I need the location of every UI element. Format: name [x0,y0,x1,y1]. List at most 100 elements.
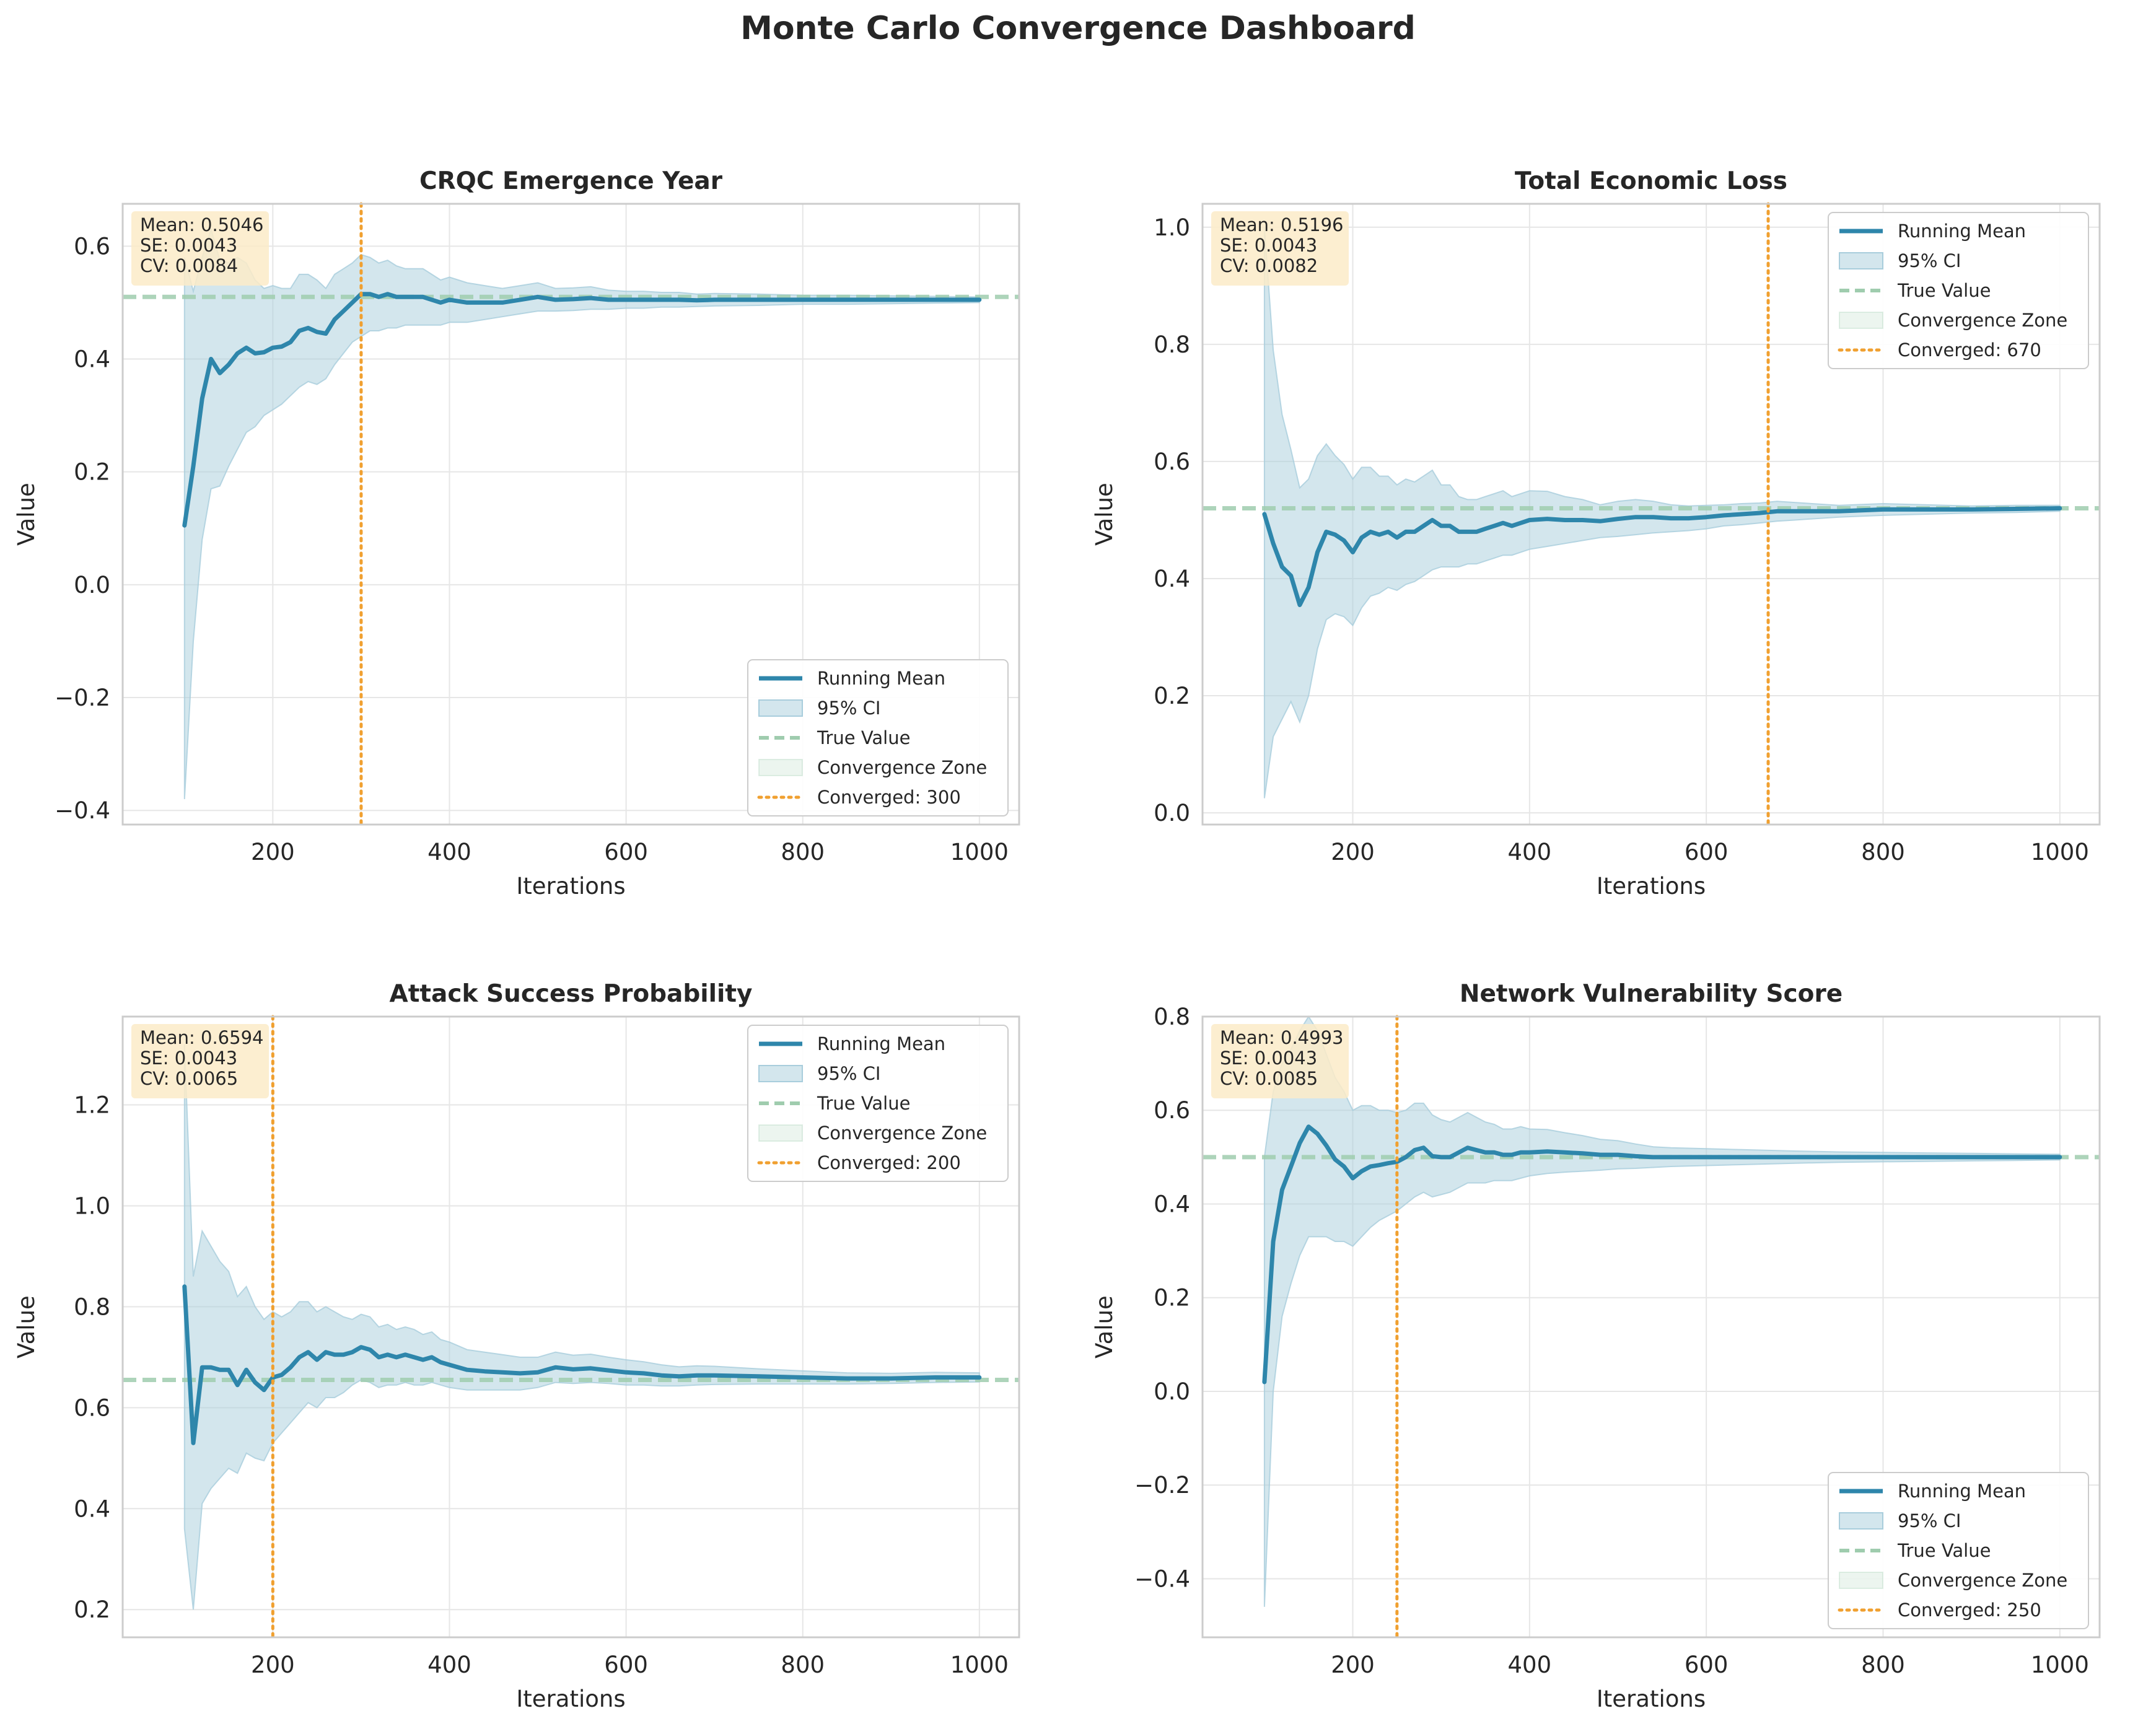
stats-box-background [131,1024,269,1098]
x-tick-label: 1000 [950,839,1009,865]
legend-label: Running Mean [1898,1481,2026,1502]
legend-label: 95% CI [817,1063,880,1084]
stats-line: Mean: 0.5046 [140,214,263,235]
legend-label: 95% CI [1898,250,1961,271]
stats-box-background [131,211,269,286]
y-tick-label: 0.2 [74,459,110,486]
y-axis: 0.0 0.2 0.4 0.6 0.8 1.0 [1154,214,1190,826]
x-tick-label: 1000 [2031,1652,2089,1678]
x-axis: 200 400 600 800 1000 [251,839,1009,865]
x-tick-label: 600 [604,1652,648,1678]
x-tick-label: 600 [604,839,648,865]
legend-label: Convergence Zone [1898,1570,2067,1591]
y-tick-label: 0.2 [1154,1285,1190,1311]
y-tick-label: 0.6 [1154,1097,1190,1124]
x-tick-label: 200 [1331,1652,1375,1678]
y-axis-label: Value [1091,1295,1118,1359]
x-axis: 200 400 600 800 1000 [1331,1652,2089,1678]
x-tick-label: 800 [781,1652,825,1678]
legend-label: Running Mean [1898,221,2026,242]
stats-box-background [1211,211,1349,286]
stats-line: CV: 0.0082 [1220,255,1318,276]
legend: Running Mean 95% CI True Value Convergence … [747,659,1009,816]
legend-label: Converged: 250 [1898,1600,2041,1621]
y-tick-label: 0.2 [1154,683,1190,709]
legend-label: Converged: 670 [1898,339,2041,361]
y-tick-label: −0.4 [55,797,110,824]
y-tick-label: 1.0 [74,1193,110,1219]
chart-title: Attack Success Probability [390,980,753,1008]
stats-line: Mean: 0.4993 [1220,1027,1343,1048]
x-tick-label: 400 [427,1652,471,1678]
y-tick-label: 0.6 [74,1394,110,1421]
x-tick-label: 1000 [2031,839,2089,865]
stats-line: CV: 0.0065 [140,1068,238,1089]
legend-label: Running Mean [817,1033,945,1054]
legend-label: Convergence Zone [817,757,987,778]
y-tick-label: 0.6 [1154,449,1190,475]
y-tick-label: 0.0 [1154,800,1190,826]
ci-band [1263,227,2061,799]
x-tick-label: 1000 [950,1652,1009,1678]
y-axis-label: Value [13,1295,40,1359]
x-tick-label: 800 [781,839,825,865]
chart-attack-success-probability: Attack Success Probability 200 400 600 800 10… [13,980,1020,1712]
y-tick-label: 0.4 [1154,1191,1190,1217]
ci-band [183,227,980,800]
y-tick-label: −0.4 [1134,1565,1190,1592]
legend-frame [747,659,1009,816]
y-tick-label: 0.0 [74,572,110,598]
legend-label: True Value [1897,280,1991,301]
legend-frame [747,1025,1009,1182]
y-tick-label: 0.0 [1154,1378,1190,1405]
dashboard-title: Monte Carlo Convergence Dashboard [740,10,1416,47]
y-tick-label: 0.4 [74,346,110,373]
ci-band [1263,1015,2061,1607]
stats-line: CV: 0.0084 [140,255,238,276]
legend-label: Converged: 300 [817,787,961,808]
legend-label: Convergence Zone [1898,310,2067,331]
x-tick-label: 600 [1685,839,1729,865]
x-axis-label: Iterations [516,873,625,900]
y-tick-label: 0.8 [1154,331,1190,358]
x-axis-label: Iterations [516,1686,625,1712]
y-axis: 0.2 0.4 0.6 0.8 1.0 1.2 [74,1092,110,1624]
x-tick-label: 200 [251,1652,295,1678]
x-tick-label: 200 [251,839,295,865]
legend-label: Convergence Zone [817,1123,987,1144]
legend-frame [1828,212,2089,369]
legend-swatch-ci [758,1065,803,1082]
y-tick-label: 0.4 [1154,566,1190,592]
chart-network-vulnerability-score: Network Vulnerability Score 200 400 600 800 1… [1091,980,2101,1712]
legend-swatch-ci [758,699,803,717]
legend-swatch-convergence-zone [758,1124,803,1142]
y-tick-label: 0.4 [74,1495,110,1522]
y-axis-label: Value [13,483,40,546]
running-mean-line [1262,1124,2062,1385]
y-axis-label: Value [1091,483,1118,546]
x-axis: 200 400 600 800 1000 [251,1652,1009,1678]
plot-frame [121,1015,1020,1639]
plot-frame [1201,203,2101,826]
legend-label: True Value [817,1093,910,1114]
x-tick-label: 600 [1685,1652,1729,1678]
legend-label: Converged: 200 [817,1152,961,1173]
x-axis-label: Iterations [1597,1686,1706,1712]
legend: Running Mean 95% CI True Value Convergence … [747,1025,1009,1182]
x-tick-label: 200 [1331,839,1375,865]
legend-label: 95% CI [1898,1510,1961,1531]
y-axis: −0.4 −0.2 0.0 0.2 0.4 0.6 0.8 [1134,1004,1190,1592]
y-tick-label: 1.0 [1154,214,1190,241]
plot-frame [121,203,1020,826]
x-tick-label: 400 [1508,839,1552,865]
chart-title: Total Economic Loss [1515,167,1787,195]
stats-line: SE: 0.0043 [140,235,237,256]
plot-frame [1201,1015,2101,1639]
x-tick-label: 400 [1508,1652,1552,1678]
